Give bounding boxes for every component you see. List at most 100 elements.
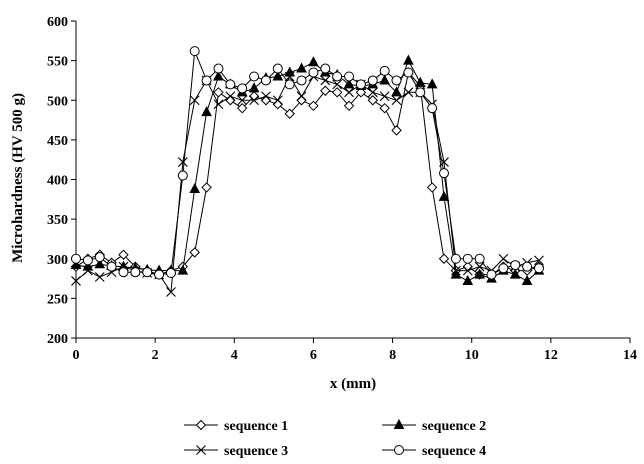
series-4-line [75, 50, 540, 276]
x-tick-label: 14 [623, 348, 637, 363]
series-3-point [498, 253, 509, 264]
y-tick-label: 500 [47, 94, 68, 109]
series-2-point [509, 268, 521, 279]
series-4-point [71, 253, 81, 264]
series-1-point [331, 87, 343, 98]
series-3-point [450, 265, 461, 276]
series-2-point [438, 190, 450, 201]
marker-stroke [439, 157, 449, 167]
series-1-point [236, 102, 248, 114]
series-4-point [177, 170, 188, 181]
marker-stroke [166, 287, 176, 297]
series-3-point [94, 272, 105, 282]
marker-stroke [82, 265, 93, 276]
series-1-point [426, 182, 438, 193]
series-4-point [415, 87, 426, 98]
series-2-point [94, 258, 106, 269]
legend-item-4: sequence 4 [382, 444, 486, 459]
series-2-point [474, 268, 485, 279]
marker-stroke [284, 71, 295, 82]
y-tick-label: 600 [47, 15, 68, 30]
series-1-point [320, 85, 331, 96]
legend-swatch-marker [393, 418, 405, 429]
marker-stroke [379, 91, 390, 102]
y-tick-label: 450 [47, 134, 68, 149]
legend-swatch-marker [196, 445, 206, 455]
series-3-point [367, 87, 378, 98]
series-3-point [249, 95, 259, 106]
series-3-point [225, 91, 236, 102]
series-2-point [391, 86, 402, 97]
marker-stroke [498, 253, 509, 264]
series-2-point [462, 274, 474, 285]
x-tick-label: 4 [231, 348, 238, 363]
series-2-point [450, 268, 462, 279]
series-4-point [260, 75, 271, 86]
series-4 [71, 46, 544, 280]
series-3-point [534, 255, 544, 266]
series-4-point [225, 79, 236, 90]
series-1-point [308, 100, 319, 112]
series-4-point [533, 263, 544, 274]
series-1-point [189, 247, 200, 258]
x-tick-label: 10 [465, 348, 479, 363]
series-3-point [462, 265, 473, 276]
y-tick-label: 300 [47, 253, 68, 268]
series-1-point [355, 87, 367, 98]
series-2-point [272, 70, 284, 81]
series-4-point [439, 168, 450, 179]
series-4-point [82, 255, 93, 266]
series-2-point [521, 274, 533, 285]
series-4-point [462, 253, 473, 264]
series-3-point [189, 95, 200, 106]
marker-stroke [462, 265, 473, 276]
x-tick-label: 0 [73, 348, 80, 363]
y-axis-title: Microhardness (HV 500 g) [10, 93, 26, 263]
series-1-point [213, 87, 224, 98]
marker-stroke [332, 79, 343, 90]
y-tick-label: 200 [47, 332, 68, 347]
series-2-point [201, 106, 212, 117]
marker-stroke [320, 75, 331, 86]
series-3 [71, 71, 544, 297]
series-4-point [510, 260, 521, 271]
series-3-point [166, 287, 176, 297]
series-3-point [403, 87, 414, 98]
series-4-point [332, 71, 343, 82]
series-4-point [391, 75, 402, 86]
marker-stroke [237, 95, 248, 106]
marker-stroke [249, 95, 259, 106]
series-3-point [474, 261, 485, 272]
marker-stroke [94, 272, 105, 282]
marker-stroke [296, 91, 307, 102]
x-tick-label: 12 [544, 348, 558, 363]
series-2-point [248, 82, 260, 93]
series-2-point [70, 259, 82, 270]
marker-stroke [189, 95, 200, 106]
legend-item-1: sequence 1 [184, 419, 288, 434]
marker-stroke [344, 87, 354, 98]
series-2 [70, 54, 545, 285]
series-3-point [379, 91, 390, 102]
series-4-point [272, 63, 283, 74]
series-4-point [344, 71, 355, 82]
marker-stroke [177, 157, 188, 167]
y-tick-label: 400 [47, 174, 68, 189]
legend-label: sequence 1 [224, 419, 288, 434]
series-3-point [320, 75, 331, 86]
series-2-point [414, 76, 426, 87]
series-4-point [284, 79, 295, 90]
series-1-point [438, 253, 450, 264]
series-2-point [426, 78, 438, 89]
series-1-point [367, 95, 378, 106]
series-4-point [450, 253, 461, 264]
series-3-point [261, 91, 271, 102]
series-4-point [201, 75, 212, 86]
series-1-point [201, 182, 212, 193]
series-3-point [272, 95, 283, 106]
series-4-point [213, 63, 224, 74]
series-4-point [367, 75, 378, 86]
marker-stroke [71, 276, 81, 286]
